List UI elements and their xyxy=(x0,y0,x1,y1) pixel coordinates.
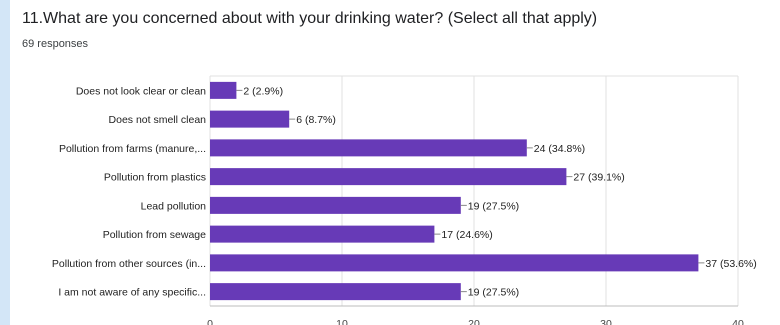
x-tick-label: 10 xyxy=(336,318,348,325)
bar xyxy=(210,110,290,128)
category-label: Does not look clear or clean xyxy=(76,85,206,97)
x-tick-label: 20 xyxy=(468,318,480,325)
bar xyxy=(210,283,461,301)
category-label: Pollution from sewage xyxy=(103,229,206,241)
x-tick-label: 40 xyxy=(732,318,744,325)
data-label: 19 (27.5%) xyxy=(468,287,519,299)
category-label: Pollution from plastics xyxy=(104,172,206,184)
category-label: Lead pollution xyxy=(141,200,207,212)
data-label: 37 (53.6%) xyxy=(705,258,756,270)
category-label: Pollution from farms (manure,... xyxy=(59,143,206,155)
bar xyxy=(210,139,527,157)
question-title: 11.What are you concerned about with you… xyxy=(22,10,598,27)
bar xyxy=(210,225,435,243)
bar xyxy=(210,81,237,99)
category-label: Does not smell clean xyxy=(109,114,207,126)
data-label: 24 (34.8%) xyxy=(534,143,585,155)
bar xyxy=(210,168,567,186)
x-tick-label: 30 xyxy=(600,318,612,325)
data-label: 2 (2.9%) xyxy=(243,85,283,97)
data-label: 19 (27.5%) xyxy=(468,200,519,212)
response-count: 69 responses xyxy=(22,38,89,50)
bar xyxy=(210,196,461,214)
data-label: 6 (8.7%) xyxy=(296,114,336,126)
bar xyxy=(210,254,699,272)
category-label: I am not aware of any specific... xyxy=(58,287,206,299)
data-label: 27 (39.1%) xyxy=(573,172,624,184)
data-label: 17 (24.6%) xyxy=(441,229,492,241)
x-tick-label: 0 xyxy=(207,318,213,325)
category-label: Pollution from other sources (in... xyxy=(52,258,206,270)
